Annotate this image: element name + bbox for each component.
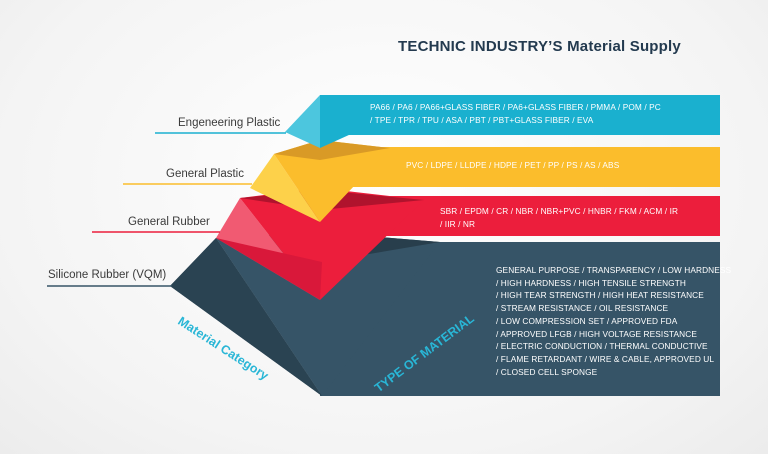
band-general-plastic [320, 147, 720, 187]
band-line: / STREAM RESISTANCE / OIL RESISTANCE [496, 303, 669, 314]
band-line: GENERAL PURPOSE / TRANSPARENCY / LOW HAR… [496, 265, 732, 275]
band-line: SBR / EPDM / CR / NBR / NBR+PVC / HNBR /… [440, 206, 679, 216]
band-line: / TPE / TPR / TPU / ASA / PBT / PBT+GLAS… [370, 115, 594, 125]
tier-label-silicone-rubber: Silicone Rubber (VQM) [48, 269, 167, 281]
tier-engineering-plastic [285, 95, 360, 148]
tier-label-engineering-plastic: Engeneering Plastic [178, 117, 281, 129]
band-line: / ELECTRIC CONDUCTION / THERMAL CONDUCTI… [496, 341, 708, 352]
band-line: / HIGH TEAR STRENGTH / HIGH HEAT RESISTA… [496, 290, 704, 301]
band-text-general-rubber: SBR / EPDM / CR / NBR / NBR+PVC / HNBR /… [440, 205, 678, 231]
tier-label-general-plastic: General Plastic [166, 168, 244, 180]
band-text-silicone-rubber: GENERAL PURPOSE / TRANSPARENCY / LOW HAR… [496, 264, 731, 378]
tier-label-general-rubber: General Rubber [128, 216, 210, 228]
band-line: PVC / LDPE / LLDPE / HDPE / PET / PP / P… [406, 160, 620, 170]
band-engineering-plastic [320, 95, 720, 135]
band-line: / APPROVED LFGB / HIGH VOLTAGE RESISTANC… [496, 328, 697, 339]
band-line: / FLAME RETARDANT / WIRE & CABLE, APPROV… [496, 353, 715, 364]
band-line: / LOW COMPRESSION SET / APPROVED FDA [496, 315, 678, 326]
band-line: / CLOSED CELL SPONGE [496, 366, 598, 377]
tier-general-plastic [250, 140, 390, 222]
band-text-general-plastic: PVC / LDPE / LLDPE / HDPE / PET / PP / P… [406, 159, 619, 172]
band-line: / HIGH HARDNESS / HIGH TENSILE STRENGTH [496, 277, 686, 288]
band-text-engineering-plastic: PA66 / PA6 / PA66+GLASS FIBER / PA6+GLAS… [370, 101, 661, 127]
band-line: / IIR / NR [440, 219, 476, 229]
page-title: TECHNIC INDUSTRY’S Material Supply [398, 38, 681, 55]
band-line: PA66 / PA6 / PA66+GLASS FIBER / PA6+GLAS… [370, 102, 661, 112]
